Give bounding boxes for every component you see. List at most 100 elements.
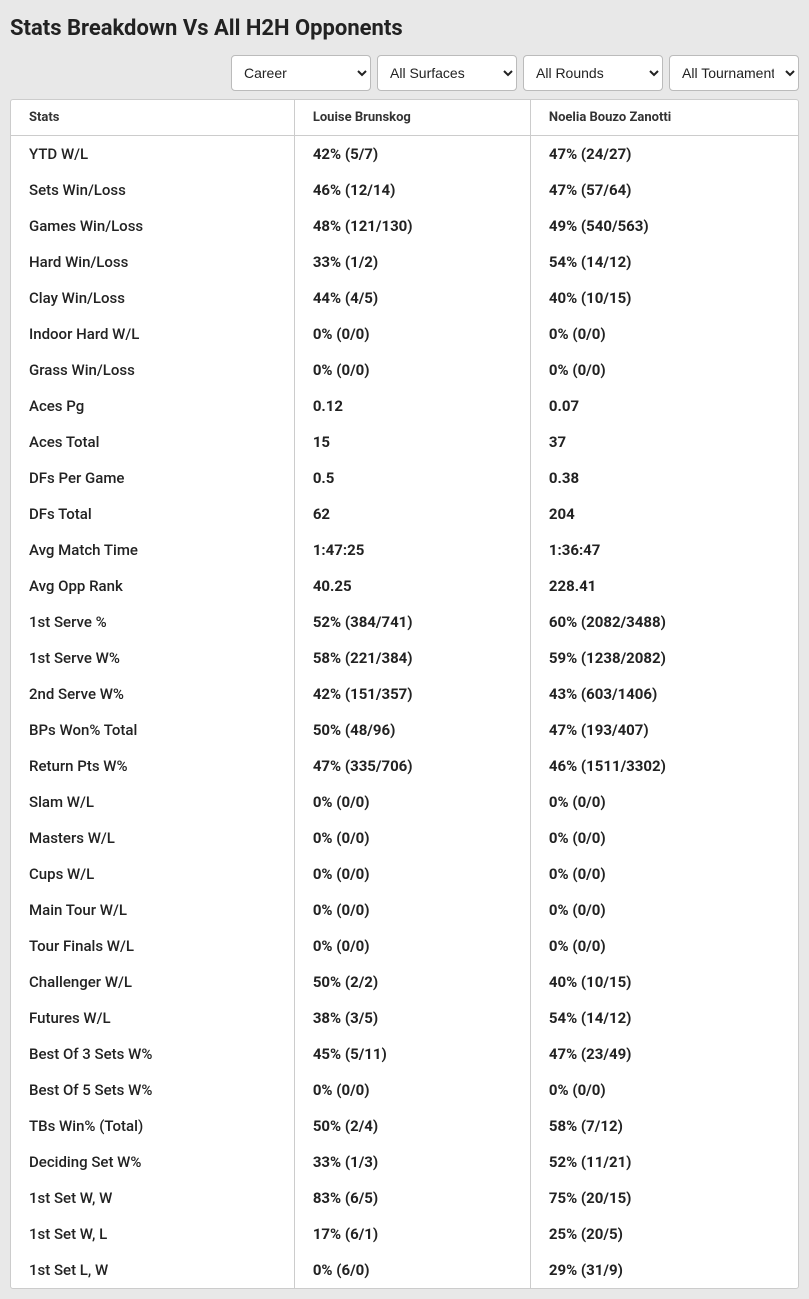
stat-value-player1: 42% (5/7)	[294, 136, 530, 173]
table-row: Games Win/Loss48% (121/130)49% (540/563)	[11, 208, 798, 244]
stat-label: 1st Serve %	[11, 604, 294, 640]
page-title: Stats Breakdown Vs All H2H Opponents	[10, 16, 799, 41]
stat-value-player1: 0% (0/0)	[294, 928, 530, 964]
table-row: Best Of 3 Sets W%45% (5/11)47% (23/49)	[11, 1036, 798, 1072]
stat-label: DFs Total	[11, 496, 294, 532]
stat-value-player2: 0% (0/0)	[530, 352, 798, 388]
stat-value-player2: 228.41	[530, 568, 798, 604]
stat-value-player2: 49% (540/563)	[530, 208, 798, 244]
stat-label: 1st Set W, L	[11, 1216, 294, 1252]
stat-value-player2: 0.07	[530, 388, 798, 424]
stat-value-player1: 0% (0/0)	[294, 784, 530, 820]
stat-value-player1: 45% (5/11)	[294, 1036, 530, 1072]
rounds-select[interactable]: All Rounds	[523, 55, 663, 91]
stat-value-player2: 40% (10/15)	[530, 280, 798, 316]
stat-value-player2: 47% (193/407)	[530, 712, 798, 748]
stat-value-player1: 1:47:25	[294, 532, 530, 568]
table-row: 1st Serve W%58% (221/384)59% (1238/2082)	[11, 640, 798, 676]
table-row: Best Of 5 Sets W%0% (0/0)0% (0/0)	[11, 1072, 798, 1108]
stat-value-player2: 54% (14/12)	[530, 244, 798, 280]
stat-label: Avg Opp Rank	[11, 568, 294, 604]
stat-value-player1: 50% (2/2)	[294, 964, 530, 1000]
stat-label: 1st Serve W%	[11, 640, 294, 676]
stat-value-player2: 59% (1238/2082)	[530, 640, 798, 676]
stat-label: Challenger W/L	[11, 964, 294, 1000]
stat-label: 2nd Serve W%	[11, 676, 294, 712]
filters-row: Career All Surfaces All Rounds All Tourn…	[10, 55, 799, 91]
table-header-row: Stats Louise Brunskog Noelia Bouzo Zanot…	[11, 100, 798, 136]
stat-label: Futures W/L	[11, 1000, 294, 1036]
stat-label: BPs Won% Total	[11, 712, 294, 748]
stat-label: Masters W/L	[11, 820, 294, 856]
stat-value-player1: 0% (0/0)	[294, 316, 530, 352]
table-row: Tour Finals W/L0% (0/0)0% (0/0)	[11, 928, 798, 964]
table-row: 1st Set W, W83% (6/5)75% (20/15)	[11, 1180, 798, 1216]
stat-value-player2: 52% (11/21)	[530, 1144, 798, 1180]
stat-label: Aces Total	[11, 424, 294, 460]
table-row: Masters W/L0% (0/0)0% (0/0)	[11, 820, 798, 856]
stat-value-player2: 47% (57/64)	[530, 172, 798, 208]
stats-table-wrap: Stats Louise Brunskog Noelia Bouzo Zanot…	[10, 99, 799, 1289]
stat-label: Grass Win/Loss	[11, 352, 294, 388]
table-row: Sets Win/Loss46% (12/14)47% (57/64)	[11, 172, 798, 208]
stat-label: Indoor Hard W/L	[11, 316, 294, 352]
header-stats: Stats	[11, 100, 294, 136]
stat-label: 1st Set W, W	[11, 1180, 294, 1216]
stat-label: DFs Per Game	[11, 460, 294, 496]
table-row: DFs Per Game0.50.38	[11, 460, 798, 496]
stat-value-player1: 0% (0/0)	[294, 352, 530, 388]
stat-value-player2: 0% (0/0)	[530, 820, 798, 856]
stat-value-player2: 47% (24/27)	[530, 136, 798, 173]
stat-value-player1: 83% (6/5)	[294, 1180, 530, 1216]
stat-label: 1st Set L, W	[11, 1252, 294, 1288]
stat-value-player2: 1:36:47	[530, 532, 798, 568]
stat-value-player2: 0% (0/0)	[530, 856, 798, 892]
stat-value-player2: 46% (1511/3302)	[530, 748, 798, 784]
table-row: Futures W/L38% (3/5)54% (14/12)	[11, 1000, 798, 1036]
stat-label: Clay Win/Loss	[11, 280, 294, 316]
stat-label: TBs Win% (Total)	[11, 1108, 294, 1144]
stat-value-player2: 37	[530, 424, 798, 460]
table-row: Aces Pg0.120.07	[11, 388, 798, 424]
table-row: BPs Won% Total50% (48/96)47% (193/407)	[11, 712, 798, 748]
table-row: Aces Total1537	[11, 424, 798, 460]
stat-label: Sets Win/Loss	[11, 172, 294, 208]
stat-value-player2: 0% (0/0)	[530, 784, 798, 820]
stat-value-player1: 0.12	[294, 388, 530, 424]
stat-value-player1: 17% (6/1)	[294, 1216, 530, 1252]
stat-value-player1: 47% (335/706)	[294, 748, 530, 784]
stat-value-player2: 43% (603/1406)	[530, 676, 798, 712]
stat-value-player1: 0% (0/0)	[294, 820, 530, 856]
stat-value-player2: 0% (0/0)	[530, 892, 798, 928]
stat-value-player1: 38% (3/5)	[294, 1000, 530, 1036]
stat-value-player1: 15	[294, 424, 530, 460]
table-row: Deciding Set W%33% (1/3)52% (11/21)	[11, 1144, 798, 1180]
stat-value-player2: 54% (14/12)	[530, 1000, 798, 1036]
table-row: Avg Match Time1:47:251:36:47	[11, 532, 798, 568]
stat-value-player1: 44% (4/5)	[294, 280, 530, 316]
table-row: Challenger W/L50% (2/2)40% (10/15)	[11, 964, 798, 1000]
stat-value-player1: 40.25	[294, 568, 530, 604]
tournaments-select[interactable]: All Tournaments	[669, 55, 799, 91]
surfaces-select[interactable]: All Surfaces	[377, 55, 517, 91]
table-row: TBs Win% (Total)50% (2/4)58% (7/12)	[11, 1108, 798, 1144]
stat-value-player2: 40% (10/15)	[530, 964, 798, 1000]
stats-table: Stats Louise Brunskog Noelia Bouzo Zanot…	[11, 100, 798, 1288]
stat-label: Aces Pg	[11, 388, 294, 424]
stat-value-player1: 46% (12/14)	[294, 172, 530, 208]
stat-label: Return Pts W%	[11, 748, 294, 784]
stat-value-player2: 204	[530, 496, 798, 532]
career-select[interactable]: Career	[231, 55, 371, 91]
header-player2: Noelia Bouzo Zanotti	[530, 100, 798, 136]
stat-value-player1: 50% (48/96)	[294, 712, 530, 748]
stat-value-player2: 58% (7/12)	[530, 1108, 798, 1144]
stat-value-player1: 33% (1/3)	[294, 1144, 530, 1180]
stat-value-player1: 0% (6/0)	[294, 1252, 530, 1288]
stat-value-player1: 62	[294, 496, 530, 532]
stat-label: Cups W/L	[11, 856, 294, 892]
table-row: Slam W/L0% (0/0)0% (0/0)	[11, 784, 798, 820]
stat-label: YTD W/L	[11, 136, 294, 173]
stat-value-player2: 47% (23/49)	[530, 1036, 798, 1072]
stat-value-player2: 0% (0/0)	[530, 1072, 798, 1108]
stat-value-player1: 0% (0/0)	[294, 1072, 530, 1108]
